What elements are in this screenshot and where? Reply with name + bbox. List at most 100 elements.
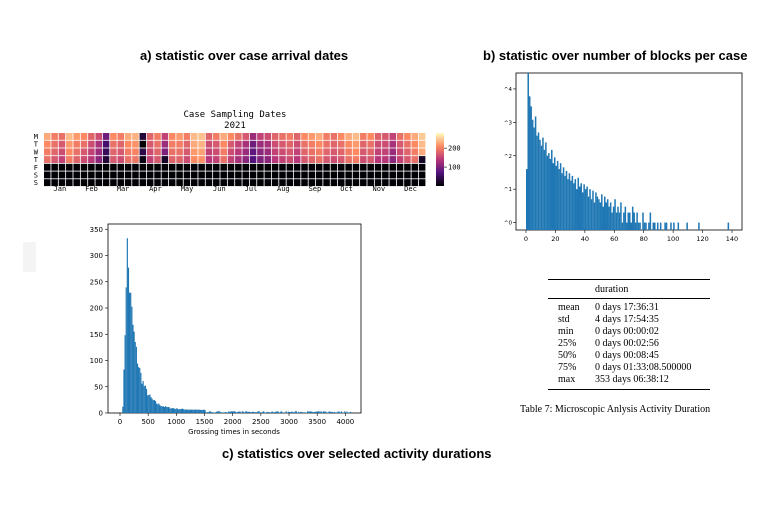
- heatmap-cell: [132, 171, 139, 179]
- grossing-bar: [250, 412, 252, 413]
- heatmap-cell: [183, 163, 191, 171]
- heatmap-cell: [315, 179, 323, 187]
- heatmap-cell: [264, 133, 272, 140]
- grossing-bar: [154, 401, 157, 413]
- heatmap-cell: [418, 156, 426, 163]
- grossing-bar: [180, 408, 183, 413]
- heatmap-cell: [279, 140, 286, 148]
- grossing-bar: [170, 408, 172, 413]
- grossing-bar: [241, 411, 243, 413]
- grossing-bar: [176, 408, 178, 413]
- heatmap-month-label: Dec: [404, 185, 417, 193]
- blocks-x-tick-label: 120: [696, 235, 708, 243]
- grossing-bar: [233, 411, 235, 413]
- blocks-bar: [540, 145, 543, 230]
- heatmap-cell: [95, 140, 102, 148]
- grossing-bar: [257, 411, 259, 413]
- grossing-bar: [183, 409, 185, 413]
- heatmap-cell: [235, 163, 242, 171]
- table-stat-label: max: [558, 374, 576, 385]
- heatmap-day-label: S: [34, 172, 38, 180]
- heatmap-cell: [220, 163, 227, 171]
- grossing-bar: [223, 412, 225, 413]
- table-header: duration: [595, 284, 629, 295]
- heatmap-cell: [191, 163, 198, 171]
- heatmap-cell: [257, 171, 264, 179]
- heatmap-cell: [352, 179, 360, 187]
- heatmap-cell: [411, 171, 419, 179]
- heatmap-cell: [117, 163, 125, 171]
- blocks-bar: [527, 73, 529, 230]
- heatmap-cell: [124, 148, 132, 156]
- grossing-bar: [150, 397, 152, 413]
- heatmap-cell: [374, 148, 382, 156]
- heatmap-cell: [51, 163, 58, 171]
- heatmap-cell: [80, 179, 88, 187]
- heatmap-cell: [418, 163, 426, 171]
- heatmap-cell: [88, 148, 95, 156]
- heatmap-day-label: S: [34, 179, 38, 187]
- blocks-bar: [670, 222, 672, 230]
- heatmap-cell: [330, 148, 338, 156]
- heatmap-cell: [323, 148, 330, 156]
- heatmap-cell: [352, 156, 360, 163]
- heatmap-cell: [352, 140, 360, 148]
- heatmap-cell: [73, 140, 80, 148]
- grossing-bar: [276, 411, 278, 413]
- grossing-histogram: 0 500 1000 1500 2000 2500 3000 3500 4000 0 50 100 1…: [90, 223, 362, 436]
- blocks-bar: [537, 132, 540, 230]
- heatmap-cell: [110, 163, 117, 171]
- heatmap-cell: [301, 156, 308, 163]
- blocks-bar: [623, 212, 625, 230]
- grossing-bar: [245, 411, 247, 413]
- heatmap-cell: [102, 171, 110, 179]
- heatmap-cell: [117, 179, 125, 187]
- heatmap-cell: [183, 148, 191, 156]
- grossing-bar: [204, 410, 206, 413]
- heatmap-cell: [168, 133, 176, 140]
- heatmap-day-label: T: [34, 141, 39, 149]
- grossing-bar: [166, 407, 168, 413]
- heatmap-cell: [88, 171, 95, 179]
- heatmap-cell: [80, 163, 88, 171]
- blocks-bar: [629, 212, 631, 230]
- heatmap-cell: [367, 171, 374, 179]
- heatmap-cell: [293, 148, 301, 156]
- table-stat-label: mean: [558, 302, 580, 313]
- heatmap-month-label: May: [181, 185, 194, 193]
- heatmap-cell: [183, 140, 191, 148]
- grossing-bar: [218, 411, 220, 413]
- heatmap-cell: [323, 171, 330, 179]
- grossing-bar: [312, 412, 314, 413]
- heatmap-cell: [374, 163, 382, 171]
- heatmap-cell: [220, 171, 227, 179]
- heatmap-cell: [161, 163, 169, 171]
- heatmap-cell: [301, 179, 308, 187]
- grossing-bar: [270, 411, 273, 413]
- heatmap-cell: [360, 140, 367, 148]
- heatmap-cell: [102, 140, 110, 148]
- table-row: std 4 days 17:54:35: [548, 314, 710, 326]
- grossing-bar: [265, 412, 267, 413]
- table-row: mean 0 days 17:36:31: [548, 302, 710, 314]
- blocks-bar: [587, 196, 590, 230]
- heatmap-cell: [154, 171, 161, 179]
- heatmap-cell: [382, 140, 389, 148]
- table-stat-label: min: [558, 326, 574, 337]
- heatmap-cell: [176, 179, 183, 187]
- heatmap-cell: [293, 140, 301, 148]
- heatmap-cell: [315, 171, 323, 179]
- grossing-bar: [132, 324, 134, 413]
- heatmap-cell: [161, 171, 169, 179]
- heatmap-cell: [323, 179, 330, 187]
- heatmap-cell: [154, 133, 161, 140]
- heatmap-month-label: Sep: [309, 185, 322, 193]
- grossing-bar: [340, 411, 343, 413]
- table-stat-value: 0 days 17:36:31: [595, 302, 659, 313]
- grossing-bar: [326, 412, 328, 413]
- heatmap-cell: [227, 163, 235, 171]
- grossing-bar: [307, 411, 309, 413]
- heatmap-cell: [345, 163, 352, 171]
- grossing-bar: [228, 411, 230, 413]
- heatmap-cell: [404, 148, 411, 156]
